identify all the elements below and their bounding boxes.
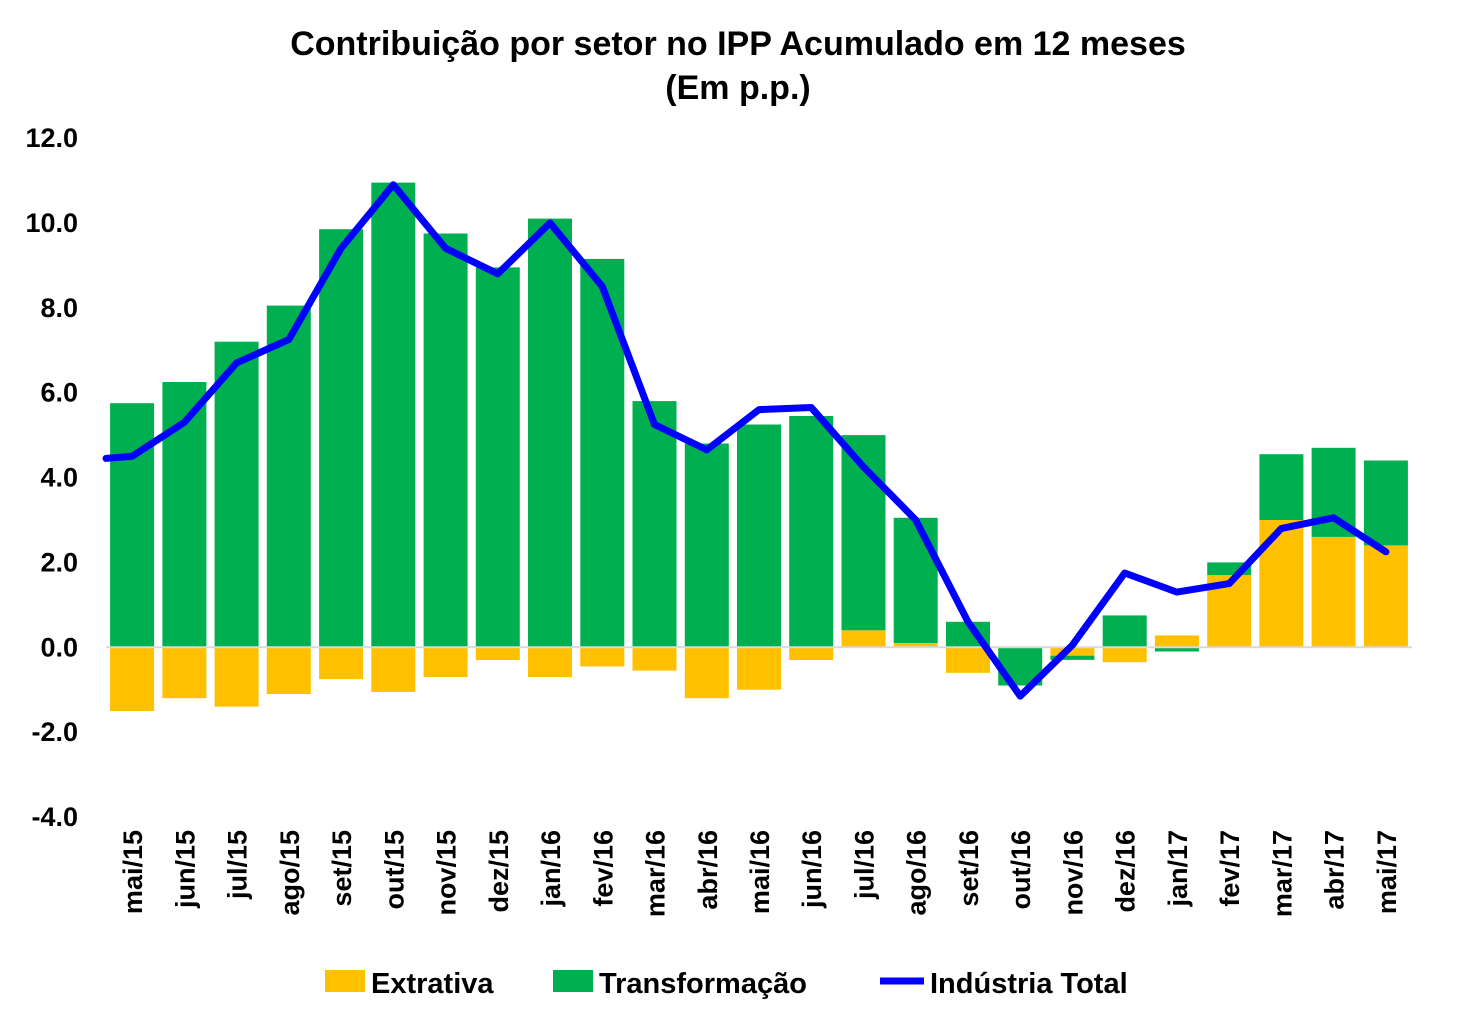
x-tick-label: jan/16 [536, 830, 566, 908]
x-tick-label: abr/16 [693, 830, 723, 910]
bar-extrativa [893, 643, 938, 648]
y-tick-label: 6.0 [40, 378, 78, 408]
bar-transformacao [789, 416, 834, 648]
bar-extrativa [580, 647, 625, 667]
bar-transformacao [319, 229, 364, 648]
bar-transformacao [893, 517, 938, 643]
x-tick-label: set/15 [327, 830, 357, 907]
bar-transformacao [266, 305, 311, 648]
bar-extrativa [1311, 536, 1356, 648]
bar-extrativa [632, 647, 677, 671]
bar-transformacao [371, 182, 416, 648]
y-tick-label: 12.0 [25, 123, 78, 153]
x-tick-label: nov/16 [1058, 830, 1088, 916]
chart-title: Contribuição por setor no IPP Acumulado … [290, 25, 1186, 63]
bar-extrativa [371, 647, 416, 692]
bar-extrativa [737, 647, 781, 690]
y-tick-label: 0.0 [40, 632, 78, 662]
bar-extrativa [789, 647, 834, 660]
y-tick-label: -2.0 [31, 717, 78, 747]
x-tick-label: mai/15 [118, 830, 148, 914]
bar-transformacao [423, 233, 468, 648]
bar-transformacao [1259, 454, 1304, 520]
bar-transformacao [110, 403, 155, 648]
y-tick-label: 10.0 [25, 208, 78, 238]
bar-transformacao [1050, 655, 1095, 660]
bar-extrativa [528, 647, 572, 677]
x-tick-label: mai/17 [1372, 830, 1402, 914]
x-tick-label: dez/15 [484, 830, 514, 913]
y-tick-label: 8.0 [40, 293, 78, 323]
x-tick-label: mar/16 [641, 830, 671, 917]
legend-label-industria-total: Indústria Total [930, 968, 1128, 1000]
bar-transformacao [1363, 460, 1408, 546]
x-tick-label: set/16 [954, 830, 984, 907]
x-tick-label: jun/16 [797, 830, 827, 909]
bar-extrativa [475, 647, 520, 660]
bar-extrativa [1050, 647, 1095, 656]
legend-swatch-extrativa [325, 970, 365, 992]
x-tick-label: abr/17 [1320, 830, 1350, 910]
x-tick-label: fev/16 [588, 830, 618, 907]
bar-extrativa [1259, 519, 1304, 648]
bar-transformacao [475, 267, 520, 648]
x-tick-label: ago/15 [275, 830, 305, 916]
bar-extrativa [110, 647, 155, 711]
x-tick-label: mar/17 [1267, 830, 1297, 917]
bar-extrativa [1363, 545, 1408, 648]
x-tick-label: jul/15 [223, 830, 253, 900]
bar-transformacao [214, 341, 259, 648]
x-axis: mai/15 jun/15 jul/15 ago/15 set/15 out/15 nov/… [118, 830, 1402, 917]
bar-extrativa [946, 647, 990, 673]
x-tick-label: jul/16 [850, 830, 880, 900]
bar-transformacao [528, 218, 572, 648]
legend-label-extrativa: Extrativa [371, 968, 494, 1000]
bar-transformacao [1102, 615, 1147, 648]
y-tick-label: -4.0 [31, 802, 78, 832]
bar-extrativa [1102, 647, 1147, 663]
bar-extrativa [162, 647, 207, 699]
line-industria-total [102, 181, 1390, 700]
bar-transformacao [737, 424, 781, 648]
x-tick-label: nov/15 [432, 830, 462, 916]
legend: Extrativa Transformação Indústria Total [325, 968, 1128, 1000]
bar-transformacao [580, 258, 625, 648]
legend-swatch-transformacao [553, 970, 593, 992]
bar-transformacao [632, 401, 677, 648]
x-tick-label: jun/15 [170, 830, 200, 909]
x-tick-label: ago/16 [902, 830, 932, 916]
bar-series [110, 182, 1408, 711]
bar-extrativa [841, 630, 886, 648]
x-tick-label: mai/16 [745, 830, 775, 914]
line-series [102, 181, 1390, 700]
x-tick-label: fev/17 [1215, 830, 1245, 907]
x-tick-label: jan/17 [1163, 830, 1193, 908]
x-tick-label: out/16 [1006, 830, 1036, 910]
x-tick-label: out/15 [379, 830, 409, 910]
legend-label-transformacao: Transformação [599, 968, 807, 1000]
bar-transformacao [1154, 647, 1199, 652]
y-tick-label: 4.0 [40, 463, 78, 493]
bar-extrativa [319, 647, 364, 680]
bar-extrativa [423, 647, 468, 677]
x-tick-label: dez/16 [1111, 830, 1141, 913]
bar-transformacao [684, 443, 729, 648]
bar-extrativa [684, 647, 729, 699]
y-tick-label: 2.0 [40, 547, 78, 577]
chart-subtitle: (Em p.p.) [665, 69, 810, 107]
bar-extrativa [266, 647, 311, 694]
bar-extrativa [1154, 635, 1199, 648]
bar-extrativa [214, 647, 259, 707]
y-axis: 12.0 10.0 8.0 6.0 4.0 2.0 0.0 -2.0 -4.0 [25, 123, 78, 832]
